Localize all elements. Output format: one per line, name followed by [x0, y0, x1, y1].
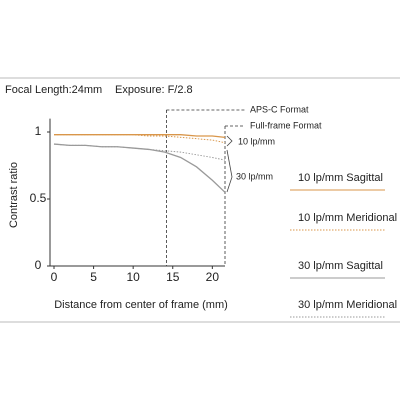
y-tick-label: 0 [35, 258, 42, 272]
x-tick-label: 15 [166, 270, 180, 284]
y-axis-label: Contrast ratio [8, 162, 20, 228]
format-label: Full-frame Format [250, 120, 322, 130]
x-tick-label: 0 [51, 270, 58, 284]
series-line [54, 134, 226, 139]
legend-label: 30 lp/mm Meridional [298, 299, 397, 311]
format-label: APS-C Format [250, 104, 309, 114]
bracket [226, 135, 233, 147]
series-line [53, 143, 226, 161]
series-line [54, 134, 226, 144]
y-tick-label: 0.5 [30, 191, 47, 205]
annotation: 10 lp/mm [238, 136, 275, 146]
bracket [226, 149, 233, 193]
x-tick-label: 5 [90, 270, 97, 284]
x-tick-label: 20 [206, 270, 220, 284]
x-axis-label: Distance from center of frame (mm) [54, 299, 228, 311]
legend-label: 10 lp/mm Sagittal [298, 172, 383, 184]
y-tick-label: 1 [35, 124, 42, 138]
x-tick-label: 10 [126, 270, 140, 284]
annotation: 30 lp/mm [236, 171, 273, 181]
focal-length: Focal Length:24mm [5, 84, 102, 96]
legend-label: 30 lp/mm Sagittal [298, 260, 383, 272]
series-line [53, 143, 226, 193]
exposure: Exposure: F/2.8 [115, 84, 193, 96]
legend-label: 10 lp/mm Meridional [298, 212, 397, 224]
